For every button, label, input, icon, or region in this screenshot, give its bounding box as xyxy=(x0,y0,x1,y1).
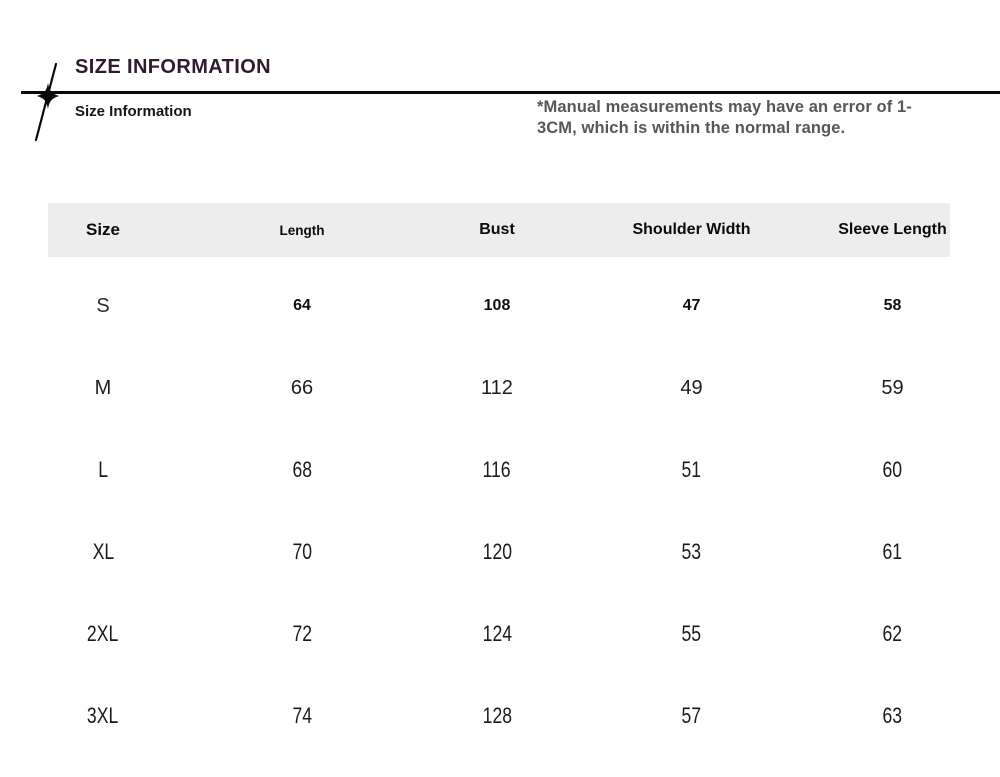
page-subtitle: Size Information xyxy=(75,103,192,120)
table-row-l: L 68 116 51 60 xyxy=(48,429,950,511)
length-value: 64 xyxy=(293,297,311,314)
sleeve-length-value: 59 xyxy=(881,376,904,399)
table-row-m: M 66 112 49 59 xyxy=(48,347,950,429)
size-value: M xyxy=(94,376,112,399)
size-table-body: S 64 108 47 58 M 66 112 49 59 L 68 116 5… xyxy=(48,257,950,757)
bust-value: 124 xyxy=(482,621,512,646)
page-title: SIZE INFORMATION xyxy=(75,56,272,78)
size-value: L xyxy=(98,457,108,482)
size-value: XL xyxy=(92,539,114,564)
sleeve-length-value: 58 xyxy=(883,297,902,314)
column-header-length: Length xyxy=(279,222,325,238)
size-value: 2XL xyxy=(87,621,119,646)
length-value: 66 xyxy=(290,376,314,399)
bust-value: 120 xyxy=(482,539,512,564)
table-row-2xl: 2XL 72 124 55 62 xyxy=(48,593,950,675)
sleeve-length-value: 62 xyxy=(882,621,903,646)
table-row-3xl: 3XL 74 128 57 63 xyxy=(48,675,950,757)
length-value: 74 xyxy=(292,703,312,728)
column-header-sleeve-length: Sleeve Length xyxy=(838,221,947,238)
shoulder-width-value: 53 xyxy=(681,539,702,564)
size-table: Size Length Bust Shoulder Width Sleeve L… xyxy=(48,203,950,757)
bust-value: 128 xyxy=(482,703,512,728)
shoulder-width-value: 51 xyxy=(681,457,702,482)
column-header-size: Size xyxy=(85,220,121,239)
bust-value: 116 xyxy=(482,457,512,482)
sleeve-length-value: 63 xyxy=(882,703,903,728)
size-table-header-row: Size Length Bust Shoulder Width Sleeve L… xyxy=(48,203,950,257)
length-value: 68 xyxy=(292,457,312,482)
sleeve-length-value: 60 xyxy=(882,457,903,482)
column-header-bust: Bust xyxy=(479,221,515,238)
shoulder-width-value: 57 xyxy=(681,703,702,728)
shoulder-width-value: 55 xyxy=(681,621,702,646)
measurement-note: *Manual measurements may have an error o… xyxy=(537,97,997,139)
measurement-note-line2: 3CM, which is within the normal range. xyxy=(537,119,846,137)
size-value: 3XL xyxy=(87,703,119,728)
size-value: S xyxy=(96,294,110,317)
sparkle-icon xyxy=(34,62,59,142)
column-header-shoulder-width: Shoulder Width xyxy=(632,221,751,238)
length-value: 70 xyxy=(292,539,312,564)
header-divider xyxy=(21,91,1000,94)
shoulder-width-value: 49 xyxy=(680,376,703,399)
measurement-note-line1: *Manual measurements may have an error o… xyxy=(537,98,912,116)
bust-value: 108 xyxy=(483,297,511,314)
length-value: 72 xyxy=(292,621,312,646)
bust-value: 112 xyxy=(481,376,513,399)
table-row-s: S 64 108 47 58 xyxy=(48,265,950,347)
shoulder-width-value: 47 xyxy=(682,297,701,314)
table-row-xl: XL 70 120 53 61 xyxy=(48,511,950,593)
sleeve-length-value: 61 xyxy=(882,539,903,564)
